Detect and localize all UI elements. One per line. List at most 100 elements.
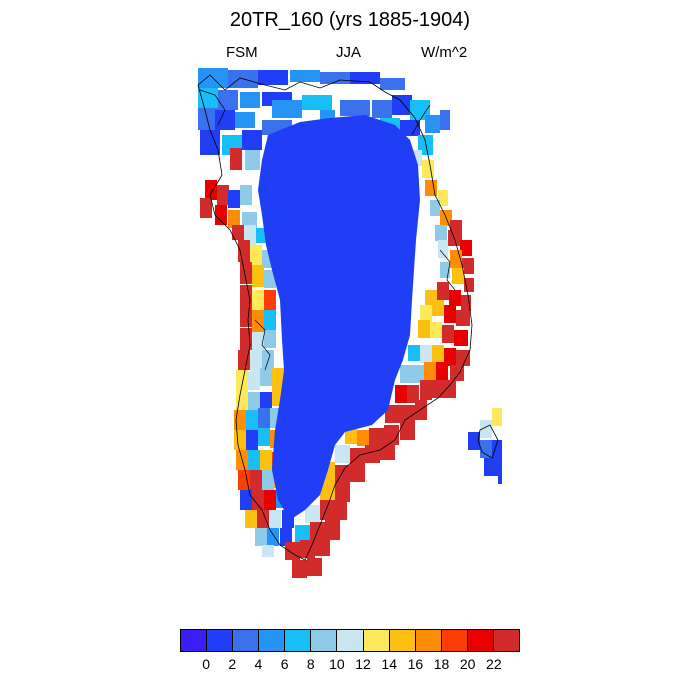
color-bar (180, 629, 520, 652)
season-label: JJA (336, 44, 362, 61)
grid-cell (264, 290, 276, 310)
grid-cell (335, 465, 350, 485)
color-bar-swatch (467, 630, 494, 651)
grid-cell (232, 225, 244, 240)
grid-cell (430, 200, 440, 216)
grid-cell (236, 370, 248, 390)
grid-cell (400, 365, 412, 383)
grid-cell (264, 330, 276, 348)
grid-cell (438, 190, 448, 206)
grid-cell (228, 190, 240, 208)
color-bar-swatch (311, 630, 338, 651)
grid-cell (238, 350, 250, 370)
grid-cell (432, 345, 444, 365)
grid-cell (260, 450, 272, 470)
grid-cell (345, 428, 357, 444)
grid-cell (448, 230, 462, 246)
color-bar-tick-label: 4 (254, 656, 263, 672)
grid-cell (292, 560, 307, 578)
grid-cell (262, 350, 274, 368)
grid-cell (248, 450, 260, 470)
grid-cell (198, 88, 218, 108)
color-bar-tick-label: 12 (355, 656, 371, 672)
grid-cell (258, 428, 270, 446)
grid-cell (260, 368, 272, 386)
grid-cell (252, 265, 264, 287)
grid-cell (267, 528, 279, 546)
grid-cell (272, 368, 284, 388)
grid-cell (255, 528, 267, 546)
grid-cell (444, 380, 456, 398)
grid-cell (420, 380, 432, 400)
grid-cell (262, 545, 274, 557)
grid-cell (246, 430, 258, 450)
grid-cell (464, 278, 474, 292)
grid-cell (468, 432, 480, 450)
grid-cell (198, 108, 218, 130)
color-bar-tick-label: 22 (486, 656, 502, 672)
grid-cell (456, 350, 470, 366)
color-bar-tick-label: 20 (459, 656, 476, 672)
grid-cell (302, 95, 332, 110)
color-bar-swatch (285, 630, 312, 651)
grid-cell (418, 320, 430, 338)
coastline-island (477, 424, 499, 459)
grid-cell (340, 100, 370, 116)
map-title: 20TR_160 (yrs 1885-1904) (229, 9, 471, 31)
coastline-fjord (199, 89, 456, 371)
grid-cell (240, 328, 252, 350)
grid-cell (461, 295, 471, 311)
grid-cell (262, 470, 274, 490)
color-bar-swatch (493, 630, 520, 651)
grid-cell (305, 505, 320, 523)
grid-cell (257, 510, 269, 528)
grid-cell (350, 462, 365, 482)
grid-cell (430, 322, 442, 338)
grid-cell (408, 345, 420, 361)
grid-cell (420, 305, 432, 323)
grid-cell (335, 500, 347, 520)
grid-cell (200, 198, 212, 218)
grid-cell (200, 130, 220, 155)
coastline (197, 74, 473, 561)
grid-cell (240, 185, 252, 205)
grid-cell (496, 458, 502, 476)
grid-cell (295, 525, 310, 543)
color-bar-tick-label: 0 (202, 656, 211, 672)
grid-cell (335, 445, 350, 463)
grid-cell (252, 332, 264, 352)
grid-cell (365, 445, 380, 463)
grid-cell (425, 180, 437, 196)
grid-cell (437, 282, 449, 300)
grid-cell (456, 310, 470, 326)
grid-cell (480, 420, 492, 438)
grid-cell (238, 470, 250, 490)
grid-cell (315, 538, 330, 556)
grid-cell (484, 458, 496, 476)
grid-cell (258, 70, 288, 85)
grid-cell (438, 240, 448, 258)
grid-cell (444, 305, 456, 323)
grid-cell (385, 405, 400, 423)
grid-cell (245, 510, 257, 528)
grid-cell (400, 420, 415, 440)
grid-cell (218, 90, 238, 110)
grid-cell (264, 310, 276, 330)
variable-label: FSM (226, 44, 258, 61)
color-bar-tick-label: 14 (381, 656, 397, 672)
grid-cell (400, 120, 420, 136)
grid-cell (242, 130, 262, 150)
grid-cell (240, 92, 260, 108)
grid-cell (424, 362, 436, 380)
grid-cell (425, 115, 440, 133)
color-bar-tick-label: 18 (433, 656, 450, 672)
grid-cell (372, 100, 392, 118)
color-bar-tick-label: 8 (306, 656, 315, 672)
grid-cell (498, 470, 502, 484)
grid-cell (217, 185, 229, 205)
grid-cell (246, 410, 258, 430)
grid-cell (492, 440, 502, 458)
grid-cell (245, 150, 260, 170)
grid-cell (252, 290, 264, 312)
grid-cell (407, 385, 419, 403)
